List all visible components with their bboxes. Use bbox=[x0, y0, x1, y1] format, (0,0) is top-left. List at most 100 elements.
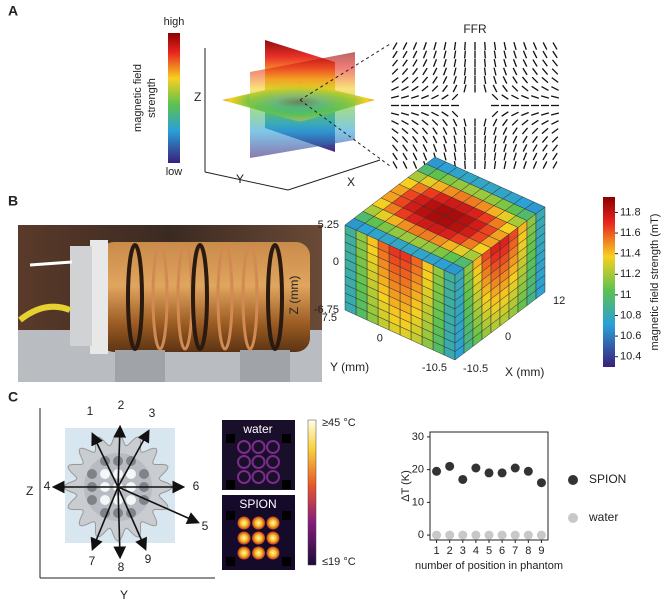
colorbar-tick-label: 11.2 bbox=[620, 268, 641, 280]
field-vector bbox=[453, 135, 457, 144]
x-tick-label: 8 bbox=[525, 545, 531, 557]
ffr-field bbox=[390, 41, 560, 170]
field-vector bbox=[532, 67, 538, 76]
field-vector bbox=[453, 58, 457, 68]
coil bbox=[151, 243, 169, 351]
field-vector bbox=[491, 93, 499, 101]
field-vector bbox=[551, 86, 559, 91]
field-vector bbox=[503, 143, 507, 153]
field-vector bbox=[492, 84, 498, 93]
colorbar-low: low bbox=[166, 166, 183, 178]
field-vector bbox=[433, 41, 437, 51]
scatter-chart: 0 10 20 30 1 2 3 4 5 6 7 8 9 number of position in ph… bbox=[400, 431, 626, 572]
field-vector bbox=[453, 41, 457, 51]
field-vector bbox=[410, 95, 420, 99]
field-vector bbox=[392, 50, 398, 59]
x-tick-label: -10.5 bbox=[463, 363, 488, 375]
colorbar-tick-label: 10.8 bbox=[620, 309, 641, 321]
field-vector bbox=[493, 152, 497, 161]
field-plane bbox=[250, 52, 355, 158]
panel-label: A bbox=[8, 3, 18, 19]
colorbar bbox=[307, 419, 317, 566]
field-vector bbox=[443, 50, 447, 59]
field-vector bbox=[463, 75, 467, 85]
field-vector bbox=[451, 93, 459, 101]
field-vector bbox=[442, 127, 448, 135]
thermal-spot bbox=[251, 440, 266, 454]
corner-block bbox=[226, 511, 235, 520]
end-cap bbox=[90, 240, 108, 354]
field-vector bbox=[402, 59, 408, 67]
legend-label: water bbox=[588, 510, 618, 524]
x-tick-label: 1 bbox=[433, 545, 439, 557]
field-vector bbox=[484, 160, 486, 170]
field-vector bbox=[502, 84, 508, 93]
field-vector bbox=[400, 112, 410, 116]
field-vector bbox=[502, 118, 508, 127]
field-vector bbox=[532, 59, 538, 67]
cable bbox=[18, 303, 72, 323]
x-tick-label: 2 bbox=[447, 545, 453, 557]
y-tick-label: -10.5 bbox=[422, 362, 447, 374]
y-tick-label: 0 bbox=[418, 529, 424, 541]
field-vector bbox=[463, 126, 467, 136]
field-vector bbox=[431, 119, 439, 126]
field-vector bbox=[401, 127, 409, 135]
x-tick-label: 5 bbox=[486, 545, 492, 557]
y-tick-label: 10 bbox=[412, 496, 424, 508]
coil bbox=[191, 243, 209, 351]
thermal-spot bbox=[237, 516, 251, 530]
field-vector bbox=[512, 76, 518, 84]
field-vector bbox=[522, 135, 528, 144]
thermal-spot bbox=[237, 546, 251, 560]
colorbar-tick-label: 11.8 bbox=[620, 206, 641, 218]
end-cap bbox=[70, 246, 92, 346]
phantom-hole bbox=[126, 469, 136, 479]
field-vector bbox=[421, 119, 429, 126]
field-vector bbox=[453, 143, 457, 153]
axis-label: Z bbox=[26, 484, 33, 498]
field-vector bbox=[441, 94, 449, 100]
field-vector bbox=[512, 59, 518, 67]
field-vector bbox=[531, 85, 539, 92]
field-vector bbox=[453, 152, 457, 161]
field-vector bbox=[513, 41, 517, 51]
field-vector bbox=[551, 128, 559, 134]
field-vector bbox=[432, 127, 438, 135]
phantom-hole bbox=[113, 456, 123, 466]
field-vector bbox=[522, 67, 528, 76]
field-vector bbox=[541, 136, 549, 143]
thermal-spot bbox=[266, 470, 280, 484]
field-vector bbox=[483, 75, 487, 85]
corner-block bbox=[226, 557, 235, 566]
data-point bbox=[523, 530, 533, 540]
field-vector bbox=[503, 50, 507, 59]
field-vector bbox=[442, 84, 448, 93]
colorbar bbox=[168, 33, 180, 163]
field-vector bbox=[422, 135, 428, 144]
field-vector bbox=[521, 119, 529, 126]
colorbar-title: strength bbox=[146, 78, 158, 118]
field-vector bbox=[531, 127, 539, 135]
thermal-spots bbox=[226, 434, 291, 566]
field-vector bbox=[401, 136, 409, 143]
colorbar-tick-label: 11 bbox=[620, 289, 631, 301]
field-vector bbox=[422, 144, 428, 152]
y-axis-label: ΔT (K) bbox=[400, 470, 412, 502]
field-vector bbox=[484, 41, 486, 51]
field-vector bbox=[401, 85, 409, 92]
field-vector bbox=[493, 58, 497, 68]
field-vector bbox=[551, 77, 559, 83]
field-vector bbox=[541, 68, 549, 75]
field-vector bbox=[542, 50, 548, 59]
field-vector bbox=[432, 144, 438, 152]
field-vector bbox=[503, 58, 507, 68]
position-label: 4 bbox=[44, 479, 51, 493]
field-vector bbox=[501, 94, 509, 100]
data-point bbox=[484, 530, 494, 540]
field-vector bbox=[541, 119, 549, 126]
thermal-spot bbox=[251, 455, 266, 469]
field-vector bbox=[530, 112, 540, 116]
axis-label: Y bbox=[120, 588, 128, 602]
field-vector bbox=[432, 67, 438, 76]
